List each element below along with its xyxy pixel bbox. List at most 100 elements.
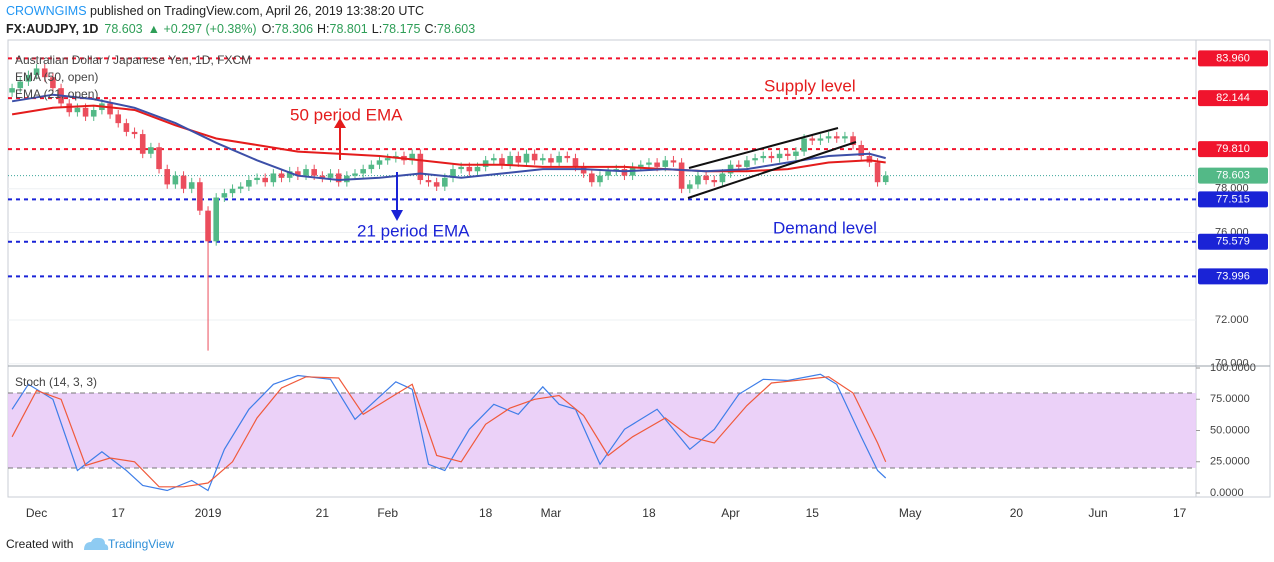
candle-body [768,155,775,159]
candle-body [548,158,554,163]
candle-body [793,151,799,156]
x-tick-label: Dec [26,506,47,520]
quote-line: FX:AUDJPY, 1D 78.603 ▲ +0.297 (+0.38%) O:78… [6,22,475,36]
q-key: C: [424,22,437,36]
q-val: 78.801 [330,22,368,36]
level-label: 73.996 [1216,270,1250,282]
candle-body [833,136,840,139]
candle-body [131,131,138,135]
candle-body [90,110,97,117]
candle-body [752,158,758,161]
x-tick-label: 17 [1173,506,1187,520]
candle-body [703,175,709,181]
candle-body [719,173,726,183]
level-label: 79.810 [1216,143,1250,155]
footer-text: Created with [6,537,73,551]
candle-body [25,75,32,82]
candle-body [662,160,669,167]
candle-body [409,153,415,161]
footer-brand[interactable]: TradingView [108,537,174,551]
candle-body [442,177,448,187]
candle-body [817,138,824,141]
channel-upper [688,127,839,169]
candle-body [311,169,317,176]
last-price-box [1198,167,1268,184]
candle-body [286,171,293,178]
candle-body [507,155,513,165]
candle-body [229,188,236,194]
candle-body [319,175,326,178]
candle-body [482,160,489,167]
candle-body [197,182,203,211]
candle-body [515,155,522,163]
legend-entry: EMA (21, open) [15,87,98,101]
candle-body [474,166,481,172]
x-tick-label: Jun [1088,506,1107,520]
candle-body [760,155,767,159]
candle-body [882,175,889,183]
level-box [1198,50,1268,67]
stoch-pane: 100.0000 75.0000 50.0000 25.0000 0.0000 [8,362,1256,499]
candle-body [9,88,15,93]
candle-body [678,162,685,189]
arrow-head [334,118,346,128]
candle-body [572,158,579,167]
x-tick-label: 20 [1010,506,1024,520]
q-val: 78.603 [437,22,475,36]
levels: 83.960 82.144 79.810 77.515 75.579 73.996 78.6… [8,50,1268,285]
candle-body [842,136,848,139]
candle-body [368,164,375,170]
candle-body [303,169,309,176]
candle-body [123,123,130,132]
candle-body [450,169,456,178]
stoch-band [8,393,1196,468]
q-val: 78.306 [275,22,313,36]
published: published on TradingView.com, April 26, … [87,4,424,18]
candle-body [188,182,195,189]
candle-body [744,160,750,167]
level-box [1198,90,1268,107]
candle-body [254,177,260,181]
x-tick-label: Feb [377,506,398,520]
candle-body [499,158,505,165]
level-box [1198,233,1268,250]
candle-body [115,114,122,124]
candle-body [850,136,856,146]
candle-body [491,158,497,161]
candle-body [246,180,252,187]
candle-body [580,166,587,174]
x-tick-label: 18 [479,506,493,520]
last-price-label: 78.603 [1216,169,1250,181]
y-tick-label: 25.0000 [1210,456,1250,468]
y-tick-label: 100.0000 [1210,362,1256,374]
candle-body [164,169,171,185]
candle-body [523,153,530,163]
q-key: H: [317,22,330,36]
annotation: Supply level [764,76,856,95]
change: ▲ +0.297 (+0.38%) [148,22,257,36]
candle-body [295,171,301,176]
candle-body [107,103,113,115]
candle-body [564,155,571,159]
grid: Dec 17 2019 21 Feb 18 Mar 18 Apr 15 May 20 Jun 17 70.0… [8,183,1249,520]
level-label: 75.579 [1216,236,1250,248]
candle-body [376,160,383,165]
x-tick-label: May [899,506,922,520]
level-box [1198,141,1268,158]
candle-body [327,173,334,178]
candle-body [213,197,220,242]
annotation: Demand level [773,218,877,237]
frame [7,39,1271,498]
candle-body [458,166,464,170]
candle-body [695,175,701,185]
author[interactable]: CROWNGIMS [6,4,87,18]
candle-body [278,173,285,178]
candle-body [809,138,816,141]
x-tick-label: 21 [316,506,330,520]
candle-body [41,68,48,78]
candle-body [597,175,603,183]
candle-body [33,68,40,76]
y-tick-label: 72.000 [1215,314,1249,326]
